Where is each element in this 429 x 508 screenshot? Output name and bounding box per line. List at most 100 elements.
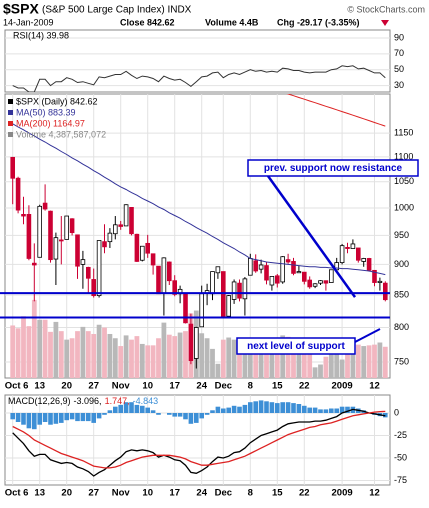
candle-body [382,282,388,301]
legend-entry: MA(200) 1164.97 [16,118,85,128]
histogram-bar [177,413,183,417]
candle-body [355,247,361,261]
histogram-bar [37,413,42,425]
volume-bar [345,343,350,378]
x-tick-label: 10 [142,381,153,392]
histogram-bar [10,413,15,420]
histogram-bar [302,405,307,413]
volume-bar [382,346,388,378]
candle-body [156,265,161,295]
volume-bar [204,338,210,378]
histogram-bar [113,406,118,413]
histogram-bar [345,406,350,413]
volume-bar [361,346,367,378]
histogram-bar [339,406,345,413]
x-tick-label: Oct 6 [5,381,29,392]
volume-bar [96,324,102,378]
x-tick-label: Nov [112,488,131,499]
candle-body [161,257,167,294]
legend-entry: $SPX (Daily) 842.62 [16,96,98,106]
histogram-bar [129,402,134,413]
moving-average [12,123,386,276]
histogram-bar [269,402,275,413]
histogram-bar [226,407,231,413]
candle-body [64,215,70,240]
histogram-bar [118,404,123,413]
volume-bar [199,333,205,378]
volume-bar [58,331,64,378]
volume-bar [48,331,53,378]
candle-body [345,246,350,249]
histogram-bar [172,413,177,417]
histogram-bar [215,406,221,413]
candle-body [253,260,259,272]
histogram-bar [86,413,91,422]
y-tick-label: 50 [394,64,404,74]
histogram-bar [91,413,96,423]
histogram-bar [53,413,59,424]
candle-body [150,253,156,266]
candle-body [361,258,366,262]
volume-bar [53,321,59,378]
candle-body [220,271,226,318]
histogram-bar [107,410,113,413]
y-tick-label: 1100 [394,151,413,161]
y-tick-label: 850 [394,289,409,299]
y-tick-label: 0 [394,407,399,417]
histogram-bar [123,402,129,413]
panel-title: MACD(12,26,9) -3.096, 1.747, -4.843 [8,396,158,406]
candle-body [118,224,124,227]
callout-text: next level of support [247,341,345,352]
x-tick-label: 12 [369,381,380,392]
x-tick-label: 15 [272,488,283,499]
candle-body [113,224,118,235]
candle-body [102,241,107,248]
arrow [354,328,381,343]
histogram-bar [69,413,75,420]
y-tick-label: -50 [394,452,407,462]
candle-body [193,327,199,359]
volume-bar [145,345,151,378]
volume-bar [139,343,145,378]
histogram-bar [231,405,237,413]
volume-bar [307,348,313,378]
histogram-bar [221,408,226,413]
volume-bar [296,343,302,378]
candle-body [86,266,91,279]
candle-body [80,259,86,265]
candle-body [42,202,48,210]
x-tick-label: 2009 [332,381,353,392]
histogram-bar [248,402,253,413]
volume-bar [75,331,80,378]
volume-bar [10,325,16,378]
candle-body [247,258,253,276]
volume-bar [64,339,70,378]
volume-bar [172,336,178,378]
candle-body [307,279,312,288]
volume-bar [264,340,269,378]
y-tick-label: -75 [394,475,407,485]
volume-bar [123,335,129,378]
legend-swatch [8,110,13,115]
candle-body [188,323,194,362]
x-tick-label: 17 [169,488,180,499]
histogram-bar [26,413,32,429]
candle-body [53,237,59,260]
macd-line [12,410,386,469]
histogram-bar [48,413,53,425]
x-tick-label: Dec [215,381,232,392]
x-tick-label: Oct 6 [5,488,29,499]
panel-title: RSI(14) 39.98 [13,30,69,40]
histogram-bar [280,402,285,413]
candle-body [134,233,140,262]
volume-bar [177,332,183,378]
histogram-bar [323,409,329,413]
candle-body [166,261,172,282]
candle-body [377,280,383,283]
y-tick-label: 800 [394,322,409,332]
candle-body [37,205,42,258]
x-tick-label: 8 [248,381,253,392]
macd-line [12,408,386,477]
volume-bar [231,339,237,378]
close: Close 842.62 [120,17,175,27]
